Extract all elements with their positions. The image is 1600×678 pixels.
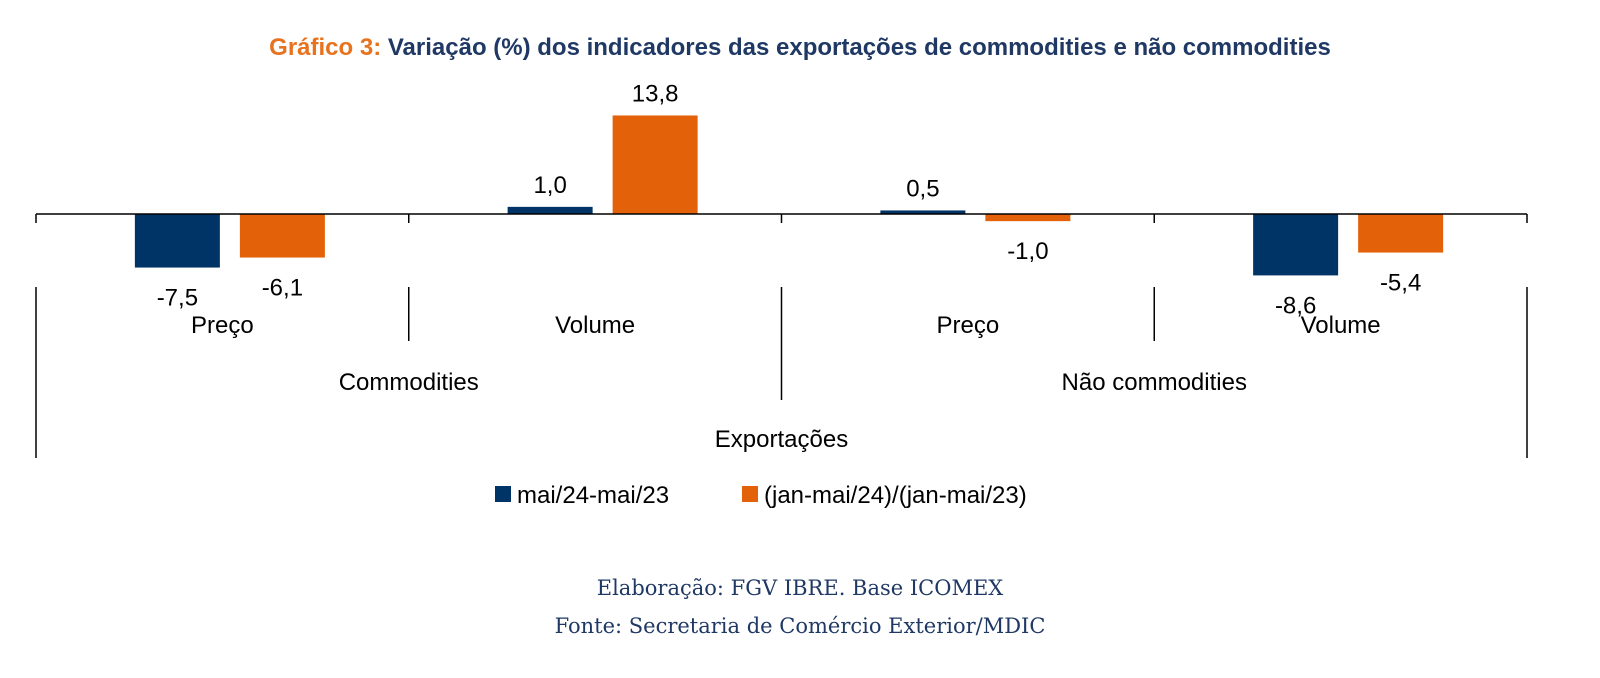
data-label-s2-c1: -6,1: [262, 275, 303, 302]
group-label-1: Commodities: [339, 369, 479, 396]
category-label-2: Volume: [555, 312, 635, 339]
category-label-1: Preço: [191, 312, 254, 339]
bar-s1-c4: [1253, 214, 1339, 276]
bar-s2-c3: [985, 214, 1071, 222]
bar-s1-c1: [134, 214, 220, 268]
bar-s1-c2: [507, 206, 593, 214]
category-label-4: Volume: [1301, 312, 1381, 339]
chart-title-prefix: Gráfico 3:: [269, 34, 382, 61]
data-label-s2-c4: -5,4: [1380, 270, 1421, 297]
data-label-s2-c2: 13,8: [632, 80, 679, 107]
bar-chart: -7,5 1,0 0,5 -8,6 -6,1 13,8 -1,0 -5,4 Preço Volum…: [35, 80, 1528, 509]
legend-label-2: (jan-mai/24)/(jan-mai/23): [764, 482, 1027, 509]
legend-swatch-1: [495, 486, 511, 502]
chart-title: Gráfico 3: Variação (%) dos indicadores …: [0, 34, 1600, 62]
chart-title-main: Variação (%) dos indicadores das exporta…: [387, 34, 1331, 61]
bar-s2-c1: [239, 214, 325, 258]
top-group-label: Exportações: [715, 426, 848, 453]
data-label-s1-c1: -7,5: [157, 285, 198, 312]
group-label-2: Não commodities: [1062, 369, 1247, 396]
data-label-s1-c3: 0,5: [906, 175, 939, 202]
bar-s2-c2: [612, 115, 698, 214]
data-label-s2-c3: -1,0: [1007, 238, 1048, 265]
legend-swatch-2: [742, 486, 758, 502]
bar-s2-c4: [1358, 214, 1444, 253]
data-label-s1-c4: -8,6: [1275, 292, 1316, 319]
credit-elaboration: Elaboração: FGV IBRE. Base ICOMEX: [596, 576, 1004, 600]
legend-label-1: mai/24-mai/23: [517, 482, 669, 509]
category-label-3: Preço: [937, 312, 1000, 339]
data-label-s1-c2: 1,0: [533, 172, 566, 199]
bar-s1-c3: [880, 210, 966, 214]
credit-source: Fonte: Secretaria de Comércio Exterior/M…: [554, 614, 1046, 638]
